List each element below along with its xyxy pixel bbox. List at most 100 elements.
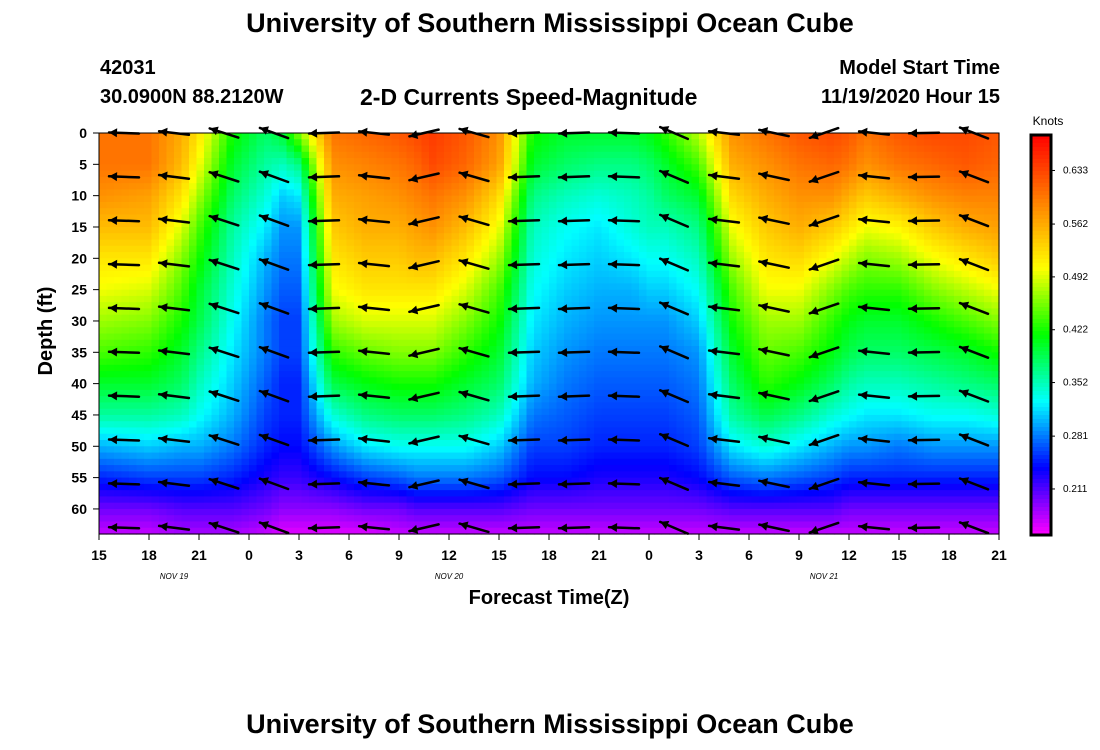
heatmap-cell bbox=[639, 358, 648, 366]
heatmap-cell bbox=[601, 396, 610, 404]
heatmap-cell bbox=[354, 302, 363, 310]
heatmap-cell bbox=[136, 502, 145, 510]
heatmap-cell bbox=[309, 151, 318, 159]
heatmap-cell bbox=[256, 346, 265, 353]
heatmap-cell bbox=[669, 239, 678, 247]
heatmap-cell bbox=[571, 396, 580, 404]
heatmap-cell bbox=[279, 339, 288, 347]
heatmap-cell bbox=[391, 477, 400, 485]
heatmap-cell bbox=[316, 377, 325, 385]
heatmap-cell bbox=[564, 220, 573, 228]
heatmap-cell bbox=[369, 151, 378, 159]
heatmap-cell bbox=[669, 427, 678, 435]
heatmap-cell bbox=[151, 364, 160, 372]
heatmap-cell bbox=[669, 277, 678, 284]
heatmap-cell bbox=[286, 483, 295, 491]
heatmap-cell bbox=[174, 502, 183, 510]
heatmap-cell bbox=[106, 427, 115, 435]
heatmap-cell bbox=[369, 283, 378, 291]
heatmap-cell bbox=[279, 289, 288, 297]
heatmap-cell bbox=[286, 195, 295, 203]
heatmap-cell bbox=[466, 258, 475, 266]
heatmap-cell bbox=[189, 133, 198, 140]
heatmap-cell bbox=[436, 377, 445, 385]
heatmap-cell bbox=[106, 270, 115, 278]
heatmap-cell bbox=[144, 145, 153, 153]
heatmap-cell bbox=[136, 233, 145, 241]
heatmap-cell bbox=[181, 364, 190, 372]
heatmap-cell bbox=[601, 327, 610, 335]
heatmap-cell bbox=[204, 421, 213, 429]
heatmap-cell bbox=[564, 201, 573, 209]
heatmap-cell bbox=[316, 477, 325, 485]
heatmap-cell bbox=[196, 239, 205, 247]
heatmap-cell bbox=[429, 396, 438, 404]
heatmap-cell bbox=[226, 158, 235, 165]
heatmap-cell bbox=[376, 377, 385, 385]
heatmap-cell bbox=[504, 176, 513, 184]
heatmap-cell bbox=[601, 295, 610, 303]
heatmap-cell bbox=[414, 270, 423, 278]
heatmap-cell bbox=[339, 283, 348, 291]
heatmap-cell bbox=[361, 176, 370, 184]
heatmap-cell bbox=[496, 371, 505, 378]
heatmap-cell bbox=[639, 377, 648, 385]
heatmap-cell bbox=[594, 183, 603, 190]
heatmap-cell bbox=[241, 508, 250, 516]
heatmap-cell bbox=[196, 433, 205, 441]
heatmap-cell bbox=[226, 377, 235, 385]
heatmap-cell bbox=[534, 214, 543, 222]
heatmap-cell bbox=[466, 302, 475, 310]
heatmap-cell bbox=[114, 214, 123, 222]
heatmap-cell bbox=[264, 377, 273, 385]
heatmap-cell bbox=[631, 458, 640, 466]
heatmap-cell bbox=[114, 283, 123, 291]
heatmap-cell bbox=[624, 289, 633, 297]
heatmap-cell bbox=[571, 189, 580, 197]
heatmap-cell bbox=[204, 515, 213, 523]
heatmap-cell bbox=[519, 145, 528, 153]
heatmap-cell bbox=[121, 214, 130, 222]
heatmap-cell bbox=[631, 308, 640, 316]
heatmap-cell bbox=[166, 264, 175, 272]
heatmap-cell bbox=[474, 277, 483, 284]
heatmap-cell bbox=[271, 402, 280, 410]
heatmap-cell bbox=[556, 151, 565, 159]
heatmap-cell bbox=[286, 508, 295, 516]
heatmap-cell bbox=[114, 352, 123, 360]
heatmap-cell bbox=[256, 233, 265, 241]
heatmap-cell bbox=[676, 320, 685, 328]
heatmap-cell bbox=[121, 220, 130, 228]
heatmap-cell bbox=[166, 220, 175, 228]
heatmap-cell bbox=[399, 383, 408, 391]
heatmap-cell bbox=[346, 421, 355, 429]
heatmap-cell bbox=[241, 164, 250, 172]
heatmap-cell bbox=[556, 158, 565, 165]
heatmap-cell bbox=[474, 414, 483, 422]
heatmap-cell bbox=[564, 283, 573, 291]
heatmap-cell bbox=[354, 364, 363, 372]
heatmap-cell bbox=[249, 176, 258, 184]
heatmap-cell bbox=[609, 220, 618, 228]
heatmap-cell bbox=[226, 383, 235, 391]
heatmap-cell bbox=[556, 383, 565, 391]
heatmap-cell bbox=[586, 252, 595, 259]
heatmap-cell bbox=[264, 339, 273, 347]
heatmap-cell bbox=[189, 201, 198, 209]
heatmap-cell bbox=[541, 195, 550, 203]
heatmap-cell bbox=[129, 408, 138, 416]
heatmap-cell bbox=[354, 239, 363, 247]
heatmap-cell bbox=[661, 277, 670, 284]
heatmap-cell bbox=[121, 364, 130, 372]
heatmap-cell bbox=[616, 164, 625, 172]
heatmap-cell bbox=[189, 289, 198, 297]
heatmap-cell bbox=[579, 158, 588, 165]
heatmap-cell bbox=[511, 465, 520, 472]
heatmap-cell bbox=[316, 402, 325, 410]
heatmap-cell bbox=[429, 408, 438, 416]
heatmap-cell bbox=[181, 252, 190, 259]
heatmap-cell bbox=[196, 496, 205, 504]
heatmap-cell bbox=[324, 521, 333, 529]
heatmap-cell bbox=[354, 490, 363, 498]
heatmap-cell bbox=[279, 195, 288, 203]
